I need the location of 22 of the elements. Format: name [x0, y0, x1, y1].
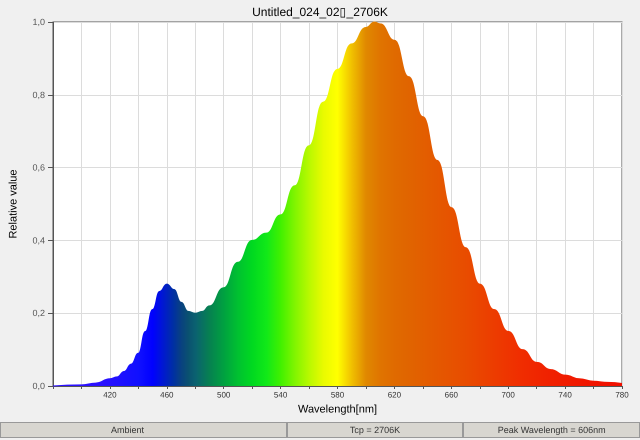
text: Peak Wavelength = 606nm — [463, 422, 640, 438]
y-tick-label: 0,0 — [32, 381, 45, 391]
x-tick-label: 420 — [103, 390, 118, 400]
x-axis-title: Wavelength[nm] — [298, 404, 378, 416]
y-tick-label: 0,2 — [32, 308, 45, 318]
x-tick-label: 580 — [330, 390, 345, 400]
x-tick-label: 500 — [217, 390, 231, 400]
chart-title: Untitled_024_02▯_2706K — [252, 5, 388, 19]
x-tick-label: 660 — [444, 390, 459, 400]
text: Ambient — [0, 422, 287, 438]
y-tick-label: 0,8 — [32, 90, 45, 100]
text: Tcp = 2706K — [286, 422, 464, 438]
y-tick-label: 0,6 — [32, 162, 45, 173]
x-tick-label: 540 — [274, 390, 288, 400]
x-tick-label: 460 — [160, 390, 174, 400]
y-axis-title: Relative value — [8, 169, 20, 239]
y-tick-label: 0,4 — [32, 235, 45, 246]
x-tick-label: 700 — [502, 390, 516, 400]
x-tick-label: 620 — [388, 390, 402, 400]
x-tick-label: 740 — [558, 390, 572, 400]
y-tick-label: 1,0 — [32, 17, 45, 27]
x-tick-label: 780 — [615, 390, 630, 400]
